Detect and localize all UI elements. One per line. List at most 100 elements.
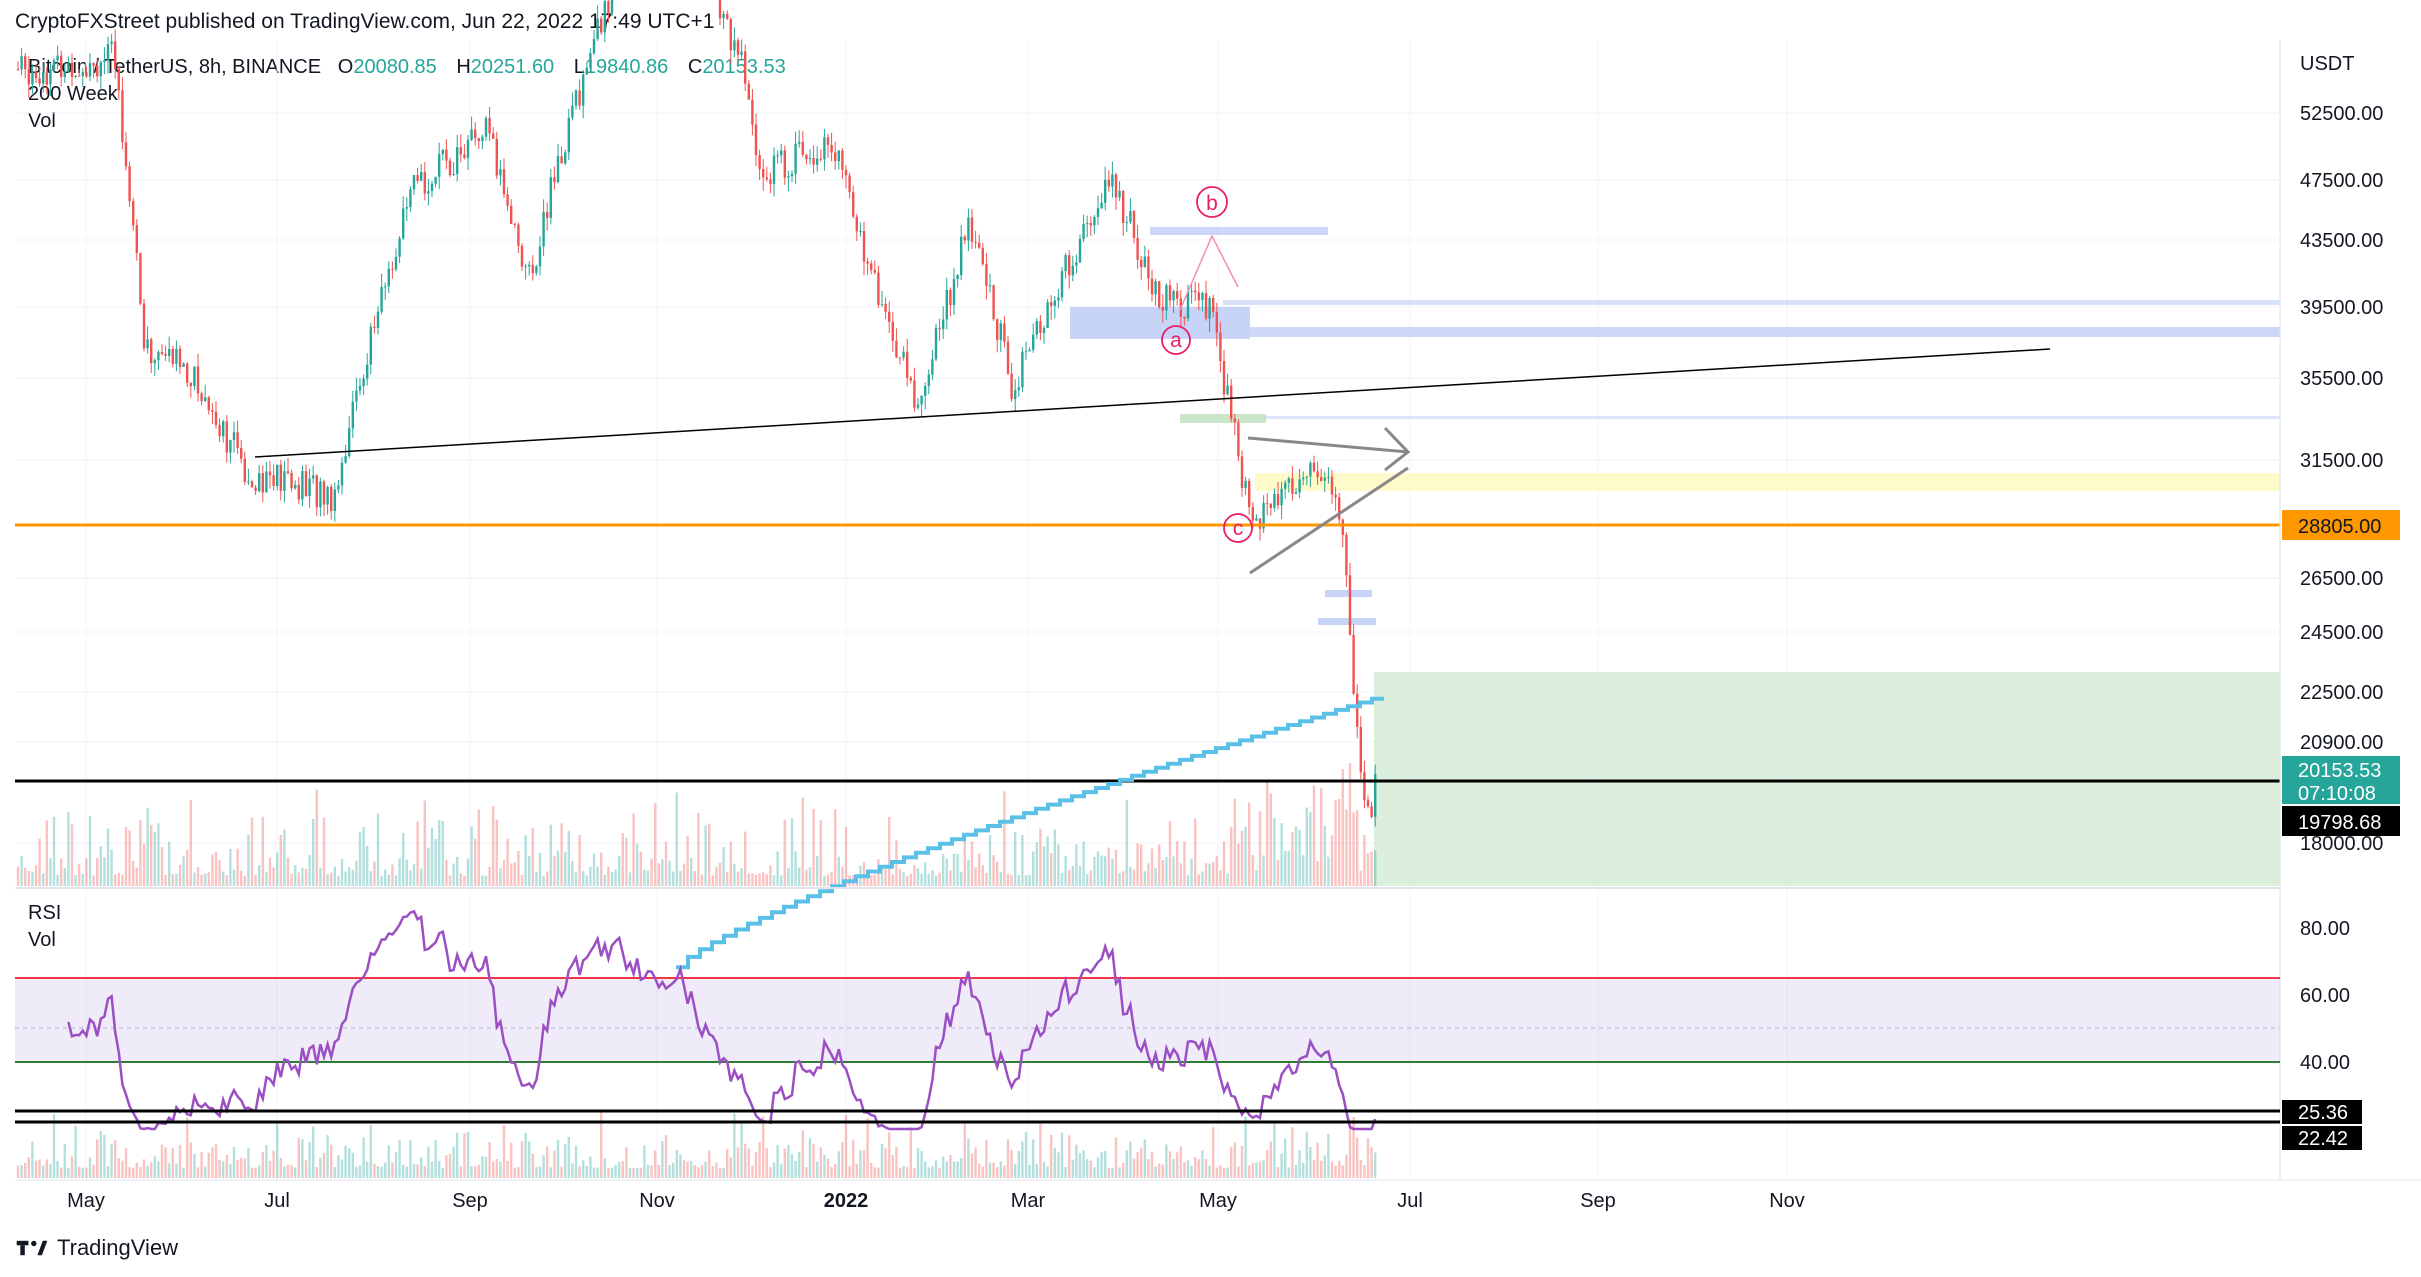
volume-bar (992, 854, 995, 886)
rsi-volume-bar (1212, 1127, 1215, 1178)
tradingview-footer[interactable]: TradingView (15, 1235, 178, 1261)
volume-bar (423, 800, 426, 886)
candle-body (308, 478, 311, 496)
volume-bar (765, 874, 768, 886)
rsi-volume-bar (974, 1147, 977, 1178)
price-axis[interactable]: USDT 52500.00 47500.00 43500.00 39500.00 3550… (2300, 53, 2383, 855)
candle-body (1068, 255, 1071, 276)
rsi-volume-bar (826, 1158, 830, 1178)
candle-body (848, 175, 851, 193)
candle-body (985, 264, 988, 286)
rsi-volume-bar (700, 1165, 704, 1178)
volume-bar (178, 864, 182, 886)
rsi-volume-bar (196, 1167, 200, 1178)
indicator-rsi[interactable]: RSI (28, 902, 62, 924)
candle-body (1132, 210, 1136, 238)
rsi-volume-bar (304, 1160, 308, 1178)
volume-bar (830, 872, 833, 886)
candle-body (906, 351, 909, 378)
candle-body (218, 425, 221, 437)
candle-body (423, 172, 426, 194)
volume-bar (261, 816, 264, 886)
triangle-upper[interactable] (1247, 436, 1409, 454)
volume-bar (564, 852, 567, 886)
triangle-lower[interactable] (1249, 466, 1409, 575)
candle-body (823, 137, 826, 160)
rsi-volume-bar (1032, 1139, 1035, 1178)
volume-bar (31, 871, 34, 886)
candle-body (844, 169, 848, 176)
rsi-volume-bar (124, 1148, 128, 1178)
trendline[interactable] (254, 348, 2051, 458)
rsi-volume-bar (816, 1161, 819, 1178)
volume-bar (621, 833, 624, 886)
volume-bar (708, 823, 711, 886)
volume-bar (1114, 850, 1118, 886)
volume-bar (376, 813, 380, 886)
rsi-volume-bar (240, 1157, 243, 1178)
rsi-volume-bar (909, 1127, 912, 1178)
volume-bar (1291, 832, 1294, 886)
volume-bar (488, 866, 491, 886)
volume-bar (1262, 855, 1265, 886)
rsi-legend: RSI Vol (28, 900, 61, 954)
candle-body (157, 352, 160, 361)
volume-bar (247, 834, 250, 886)
volume-bar (618, 855, 621, 886)
candle-body (160, 352, 164, 354)
rsi-volume-bar (164, 1147, 167, 1178)
rsi-volume-bar (366, 1161, 369, 1178)
candle-body (63, 71, 66, 77)
candle-body (110, 41, 113, 45)
high-value: 20251.60 (470, 56, 555, 78)
indicator-rsi-vol[interactable]: Vol (28, 929, 56, 951)
volume-bar (229, 848, 232, 886)
volume-bar (556, 850, 560, 886)
rsi-volume-bar (661, 1141, 664, 1178)
rsi-volume-bar (664, 1135, 668, 1178)
rsi-volume-bar (1183, 1162, 1186, 1178)
candle-body (398, 238, 401, 257)
rsi-volume-bar (1276, 1166, 1280, 1178)
wave-c-circle[interactable] (1223, 513, 1253, 543)
candle-body (1302, 477, 1305, 480)
rsi-volume-bar (672, 1162, 675, 1178)
candle-body (276, 464, 279, 486)
rsi-volume-bar (175, 1163, 178, 1178)
annotation-zones (1070, 227, 2280, 886)
volume-bar (546, 871, 549, 886)
volume-bar (1248, 802, 1251, 886)
rsi-volume-bar (484, 1156, 488, 1178)
candle-body (99, 62, 102, 77)
candle-body (164, 353, 167, 356)
rsi-volume-bar (376, 1166, 380, 1178)
volume-bar (1219, 870, 1222, 886)
rsi-volume-bar (117, 1158, 120, 1178)
wave-b-circle[interactable] (1196, 186, 1228, 218)
volume-bar (870, 875, 873, 886)
rsi-axis[interactable]: 80.00 60.00 40.00 (2300, 918, 2350, 1074)
rsi-volume-bar (1165, 1144, 1168, 1178)
rsi-volume-bar (337, 1155, 340, 1178)
candle-body (1215, 311, 1218, 333)
volume-bar (1352, 812, 1355, 886)
candle-body (513, 223, 516, 225)
rsi-volume-bar (1352, 1117, 1355, 1178)
candle-body (1003, 323, 1006, 342)
volume-bar (711, 875, 714, 886)
volume-bar (1204, 863, 1208, 886)
rsi-volume-bar (531, 1153, 534, 1178)
rsi-volume-bar (1006, 1139, 1010, 1178)
rsi-volume-bar (438, 1160, 441, 1178)
candle-body (121, 90, 124, 143)
indicator-vol[interactable]: Vol (28, 110, 56, 132)
candle-body (1010, 373, 1013, 400)
volume-bar (1280, 823, 1283, 886)
volume-bar (636, 843, 639, 886)
rsi-volume-bar (258, 1165, 261, 1178)
wave-a-circle[interactable] (1161, 325, 1191, 355)
volume-bar (1068, 869, 1071, 886)
rsi-volume-bar (765, 1148, 768, 1178)
time-axis[interactable]: May Jul Sep Nov 2022 Mar May Jul Sep Nov (67, 1190, 1805, 1212)
